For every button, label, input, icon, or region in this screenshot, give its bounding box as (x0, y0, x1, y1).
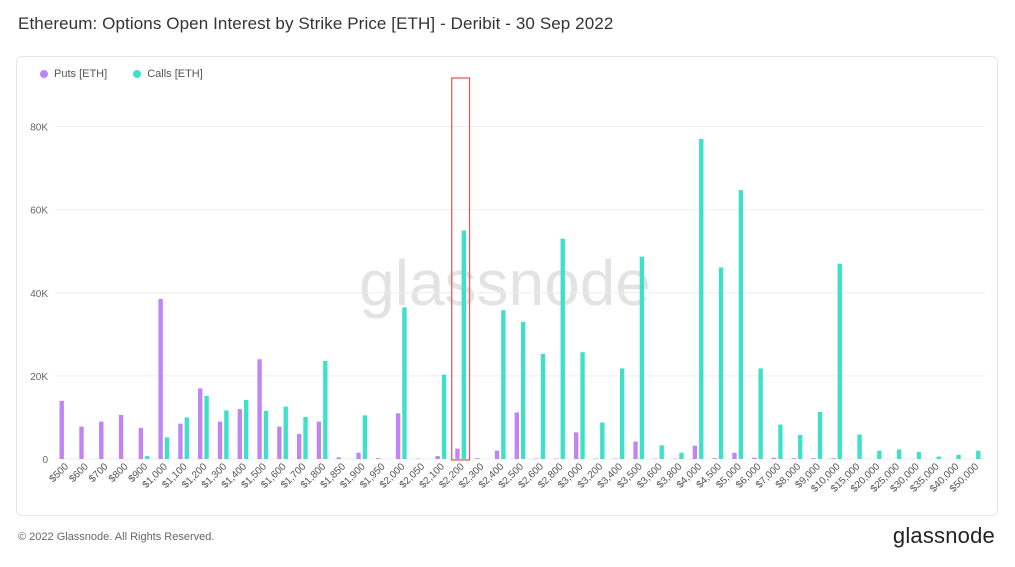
bar-calls (402, 307, 407, 459)
bar-calls (461, 230, 466, 459)
legend-label-puts: Puts [ETH] (54, 68, 108, 80)
bar-calls (560, 238, 565, 459)
legend-item-calls[interactable]: Calls [ETH] (133, 68, 203, 80)
bar-puts (475, 458, 480, 459)
bar-calls (699, 139, 704, 459)
y-tick-label: 0 (42, 455, 48, 466)
bar-calls (600, 422, 605, 459)
highlight-box (451, 77, 471, 461)
bar-calls (916, 451, 922, 459)
legend-label-calls: Calls [ETH] (147, 68, 203, 80)
bar-calls (798, 434, 803, 459)
bar-calls (758, 368, 763, 459)
bar-calls (619, 368, 625, 459)
bar-puts (771, 457, 777, 459)
bar-puts (494, 450, 500, 459)
brand-logo: glassnode (892, 523, 995, 548)
legend: Puts [ETH] Calls [ETH] (40, 68, 203, 80)
bar-puts (59, 400, 64, 459)
bar-calls (323, 360, 328, 459)
bar-puts (316, 421, 322, 459)
y-tick-label: 60K (30, 206, 48, 217)
bar-puts (712, 458, 717, 459)
bar-puts (732, 452, 737, 459)
bar-puts (277, 426, 282, 459)
bar-calls (501, 310, 506, 459)
bar-puts (217, 421, 223, 459)
bar-calls (877, 450, 882, 459)
bar-calls (936, 456, 941, 459)
bar-puts (514, 412, 519, 459)
x-tick-label: $500 (48, 461, 72, 485)
legend-item-puts[interactable]: Puts [ETH] (40, 68, 107, 80)
bar-puts (752, 457, 757, 459)
bar-calls (263, 410, 269, 459)
bar-puts (376, 458, 381, 459)
bar-puts (178, 423, 183, 459)
bar-puts (633, 441, 638, 459)
bar-calls (362, 415, 368, 459)
bar-calls (243, 399, 249, 459)
bar-puts (435, 456, 440, 459)
bar-calls (441, 374, 447, 459)
bar-calls (896, 449, 902, 459)
bar-calls (521, 321, 526, 459)
bar-puts (831, 458, 836, 459)
bar-calls (817, 412, 823, 459)
bar-calls (303, 417, 308, 459)
bar-calls (164, 437, 170, 459)
bar-calls (580, 352, 585, 459)
bar-calls (976, 450, 981, 459)
bar-puts (237, 409, 242, 459)
bar-calls (204, 395, 209, 459)
y-tick-label: 80K (30, 123, 48, 134)
bar-calls (283, 406, 288, 459)
bar-calls (778, 424, 783, 459)
bar-puts (257, 359, 262, 459)
x-tick-label: $600 (67, 461, 91, 485)
bar-calls (659, 445, 664, 459)
watermark-text: glassnode (359, 247, 651, 319)
bar-puts (198, 388, 203, 459)
bar-calls (738, 190, 744, 459)
bar-puts (99, 421, 104, 459)
bar-puts (791, 458, 797, 459)
bar-puts (118, 414, 124, 459)
bar-calls (956, 454, 961, 459)
bar-puts (692, 445, 698, 459)
bar-calls (837, 263, 842, 459)
bar-puts (336, 457, 341, 459)
bar-puts (296, 434, 302, 459)
bar-calls (145, 456, 150, 459)
page-title: Ethereum: Options Open Interest by Strik… (18, 14, 614, 33)
bar-puts (574, 432, 579, 459)
bar-calls (540, 353, 546, 459)
bar-calls (184, 417, 189, 459)
bar-calls (718, 267, 724, 459)
bar-puts (158, 299, 163, 459)
bar-puts (395, 413, 401, 459)
bar-calls (857, 434, 862, 459)
y-tick-label: 20K (30, 372, 48, 383)
bar-calls (679, 452, 684, 459)
calls-dot-icon (133, 70, 142, 78)
bar-puts (811, 458, 816, 459)
bar-puts (455, 448, 460, 459)
bar-puts (356, 452, 361, 459)
bar-puts (138, 427, 144, 459)
bar-puts (79, 426, 84, 459)
y-tick-label: 40K (30, 289, 48, 300)
copyright-text: © 2022 Glassnode. All Rights Reserved. (18, 531, 215, 543)
x-tick-label: $700 (87, 461, 111, 485)
x-tick-label: $800 (107, 461, 131, 485)
bar-calls (639, 256, 645, 459)
puts-dot-icon (40, 70, 48, 78)
bar-calls (224, 410, 229, 459)
